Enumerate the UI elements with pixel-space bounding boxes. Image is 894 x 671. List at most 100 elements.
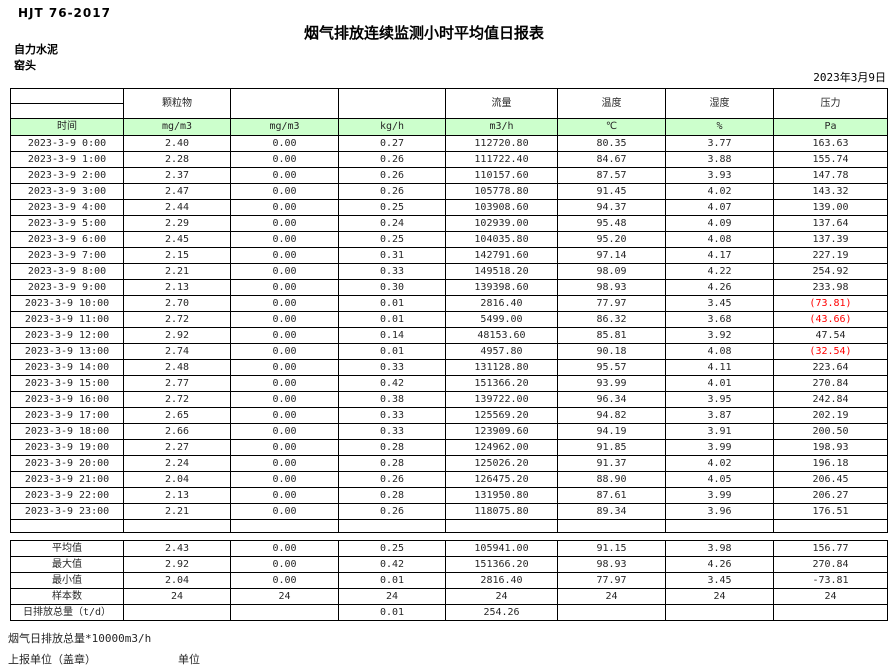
value-cell: 4957.80	[445, 343, 558, 360]
value-cell: 96.34	[557, 391, 666, 408]
value-cell: 3.68	[665, 311, 774, 328]
value-cell: 24	[230, 588, 339, 605]
report-table: 颗粒物 流量 温度 湿度 压力 时间 mg/m3 mg/m3 kg/h m3/h…	[10, 88, 888, 533]
value-cell: 0.14	[338, 327, 446, 344]
value-cell: 0.26	[338, 151, 446, 168]
summary-label: 最大值	[10, 556, 124, 573]
table-row: 2023-3-9 7:00 2.15 0.00 0.31 142791.60 97.14 4…	[10, 247, 888, 264]
value-cell: 112720.80	[445, 135, 558, 152]
value-cell: 3.93	[665, 167, 774, 184]
value-cell: 4.17	[665, 247, 774, 264]
col-header-pressure: 压力	[773, 88, 888, 119]
value-cell: 77.97	[557, 572, 666, 589]
time-cell: 2023-3-9 14:00	[10, 359, 124, 376]
value-cell: 4.26	[665, 556, 774, 573]
value-cell: 0.00	[230, 471, 339, 488]
value-cell: 4.02	[665, 455, 774, 472]
unit-pa: Pa	[773, 118, 888, 136]
value-cell: 0.00	[230, 359, 339, 376]
unit-mgm3-2: mg/m3	[230, 118, 339, 136]
value-cell: 2.92	[123, 556, 231, 573]
value-cell: 89.34	[557, 503, 666, 520]
value-cell: (32.54)	[773, 343, 888, 360]
value-cell: 2.21	[123, 503, 231, 520]
value-cell: 2.37	[123, 167, 231, 184]
value-cell: 176.51	[773, 503, 888, 520]
value-cell: 2.04	[123, 471, 231, 488]
value-cell: 24	[665, 588, 774, 605]
value-cell: 91.45	[557, 183, 666, 200]
value-cell: 0.00	[230, 503, 339, 520]
summary-row: 平均值 2.43 0.00 0.25 105941.00 91.15 3.98 156.77	[10, 540, 888, 557]
page-title: 烟气排放连续监测小时平均值日报表	[303, 24, 544, 42]
value-cell: 147.78	[773, 167, 888, 184]
value-cell: 3.99	[665, 487, 774, 504]
value-cell: 0.00	[230, 231, 339, 248]
time-cell: 2023-3-9 6:00	[10, 231, 124, 248]
data-rows: 2023-3-9 0:00 2.40 0.00 0.27 112720.80 80.35 3…	[10, 135, 888, 533]
value-cell: 85.81	[557, 327, 666, 344]
time-cell: 2023-3-9 21:00	[10, 471, 124, 488]
time-cell: 2023-3-9 13:00	[10, 343, 124, 360]
value-cell: 0.00	[230, 167, 339, 184]
doc-code: HJT 76-2017	[18, 6, 111, 20]
value-cell: 2816.40	[445, 572, 558, 589]
value-cell: 95.48	[557, 215, 666, 232]
value-cell: 4.09	[665, 215, 774, 232]
value-cell: 223.64	[773, 359, 888, 376]
value-cell: 2.21	[123, 263, 231, 280]
value-cell: 4.05	[665, 471, 774, 488]
table-row: 2023-3-9 6:00 2.45 0.00 0.25 104035.80 95.20 4…	[10, 231, 888, 248]
value-cell: 47.54	[773, 327, 888, 344]
value-cell: 2.45	[123, 231, 231, 248]
value-cell: 2.77	[123, 375, 231, 392]
value-cell: 111722.40	[445, 151, 558, 168]
value-cell: 4.08	[665, 231, 774, 248]
value-cell: 3.96	[665, 503, 774, 520]
value-cell: 0.00	[230, 375, 339, 392]
time-cell: 2023-3-9 20:00	[10, 455, 124, 472]
time-cell: 2023-3-9 2:00	[10, 167, 124, 184]
value-cell: 87.61	[557, 487, 666, 504]
value-cell: 94.19	[557, 423, 666, 440]
table-row: 2023-3-9 3:00 2.47 0.00 0.26 105778.80 91.45 4…	[10, 183, 888, 200]
value-cell: 202.19	[773, 407, 888, 424]
value-cell: 3.91	[665, 423, 774, 440]
footer-note: 烟气日排放总量*10000m3/h	[8, 632, 152, 645]
value-cell: 270.84	[773, 556, 888, 573]
table-gap	[10, 533, 888, 540]
value-cell: 0.00	[230, 487, 339, 504]
value-cell: 142791.60	[445, 247, 558, 264]
value-cell: 0.01	[338, 572, 446, 589]
value-cell: 270.84	[773, 375, 888, 392]
value-cell: 125026.20	[445, 455, 558, 472]
value-cell: 0.25	[338, 540, 446, 557]
time-cell: 2023-3-9 10:00	[10, 295, 124, 312]
value-cell: 110157.60	[445, 167, 558, 184]
value-cell: 80.35	[557, 135, 666, 152]
value-cell: 206.45	[773, 471, 888, 488]
value-cell: 3.92	[665, 327, 774, 344]
value-cell: 2.92	[123, 327, 231, 344]
value-cell: 0.26	[338, 183, 446, 200]
value-cell: 105778.80	[445, 183, 558, 200]
time-cell: 2023-3-9 12:00	[10, 327, 124, 344]
value-cell: 118075.80	[445, 503, 558, 520]
value-cell	[557, 604, 666, 621]
value-cell	[230, 519, 339, 533]
value-cell: 0.33	[338, 359, 446, 376]
report-unit-label: 上报单位（盖章）	[8, 653, 96, 666]
value-cell: 254.26	[445, 604, 558, 621]
value-cell: 104035.80	[445, 231, 558, 248]
value-cell: 4.08	[665, 343, 774, 360]
time-cell: 2023-3-9 16:00	[10, 391, 124, 408]
value-cell	[557, 519, 666, 533]
summary-row: 样本数 24 24 24 24 24 24 24	[10, 588, 888, 605]
value-cell: 0.28	[338, 455, 446, 472]
value-cell	[338, 519, 446, 533]
value-cell	[445, 519, 558, 533]
corner-cell-top	[10, 88, 124, 104]
value-cell: 0.24	[338, 215, 446, 232]
value-cell: 0.42	[338, 375, 446, 392]
value-cell	[123, 604, 231, 621]
